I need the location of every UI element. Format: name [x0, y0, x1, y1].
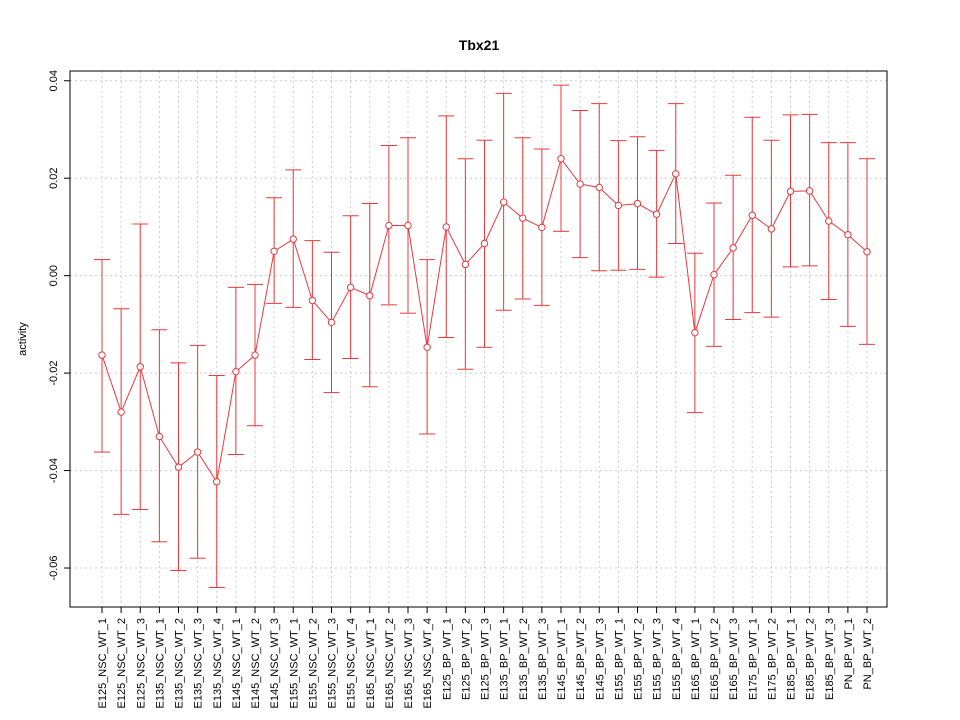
- x-axis: E125_NSC_WT_1 E125_NSC_WT_2 E125_NSC_WT_3 E…: [97, 606, 874, 709]
- data-point: [576, 180, 584, 188]
- x-tick-label: E155_BP_WT_2: [633, 618, 645, 700]
- x-tick-label: E145_BP_WT_3: [594, 618, 606, 700]
- data-point: [308, 296, 317, 305]
- x-tick-label: E125_NSC_WT_3: [135, 618, 147, 709]
- x-tick-label: E135_NSC_WT_1: [154, 618, 166, 709]
- x-tick-label: E165_BP_WT_2: [709, 618, 721, 700]
- y-tick-label: 0.02: [48, 167, 60, 188]
- x-tick-label: E155_BP_WT_4: [671, 618, 683, 700]
- data-point: [213, 478, 221, 486]
- data-point: [461, 260, 470, 269]
- data-points: [98, 155, 871, 486]
- x-tick-label: E185_BP_WT_2: [805, 618, 817, 700]
- x-tick-label: E135_NSC_WT_4: [212, 618, 224, 709]
- data-point: [672, 170, 680, 178]
- data-point: [289, 235, 297, 243]
- x-tick-label: E155_NSC_WT_3: [327, 618, 339, 709]
- x-tick-label: E135_BP_WT_2: [518, 618, 530, 700]
- x-tick-label: E155_NSC_WT_1: [288, 618, 300, 709]
- x-tick-label: E155_NSC_WT_4: [346, 618, 358, 709]
- y-tick-label: -0.02: [48, 361, 60, 386]
- grid: [70, 71, 887, 607]
- data-point: [786, 187, 795, 196]
- plot-frame: [69, 70, 888, 608]
- data-point: [652, 210, 661, 218]
- data-point: [767, 225, 776, 233]
- data-point: [557, 155, 565, 163]
- data-point: [193, 448, 202, 456]
- x-tick-label: E155_BP_WT_3: [652, 618, 664, 700]
- data-point: [404, 221, 412, 230]
- x-tick-label: E145_NSC_WT_3: [269, 618, 281, 709]
- x-tick-label: E165_BP_WT_3: [728, 618, 740, 700]
- data-point: [729, 244, 737, 252]
- y-axis: -0.06 -0.04 -0.02 0.00 0.02 0.04: [48, 70, 71, 581]
- x-tick-label: E165_NSC_WT_1: [365, 618, 377, 709]
- data-point: [595, 183, 603, 192]
- x-tick-label: PN_BP_WT_1: [843, 618, 855, 690]
- x-tick-label: E185_BP_WT_1: [786, 618, 798, 700]
- x-tick-label: E165_BP_WT_1: [690, 618, 702, 700]
- x-tick-label: E175_BP_WT_2: [766, 618, 778, 700]
- x-tick-label: E165_NSC_WT_3: [403, 618, 415, 709]
- data-point: [117, 408, 125, 416]
- data-point: [480, 239, 489, 248]
- data-point: [136, 363, 144, 371]
- data-point: [691, 328, 699, 337]
- x-tick-label: E175_BP_WT_1: [747, 618, 759, 700]
- x-tick-label: E135_NSC_WT_3: [193, 618, 205, 709]
- data-point: [519, 214, 527, 222]
- data-point: [614, 201, 623, 210]
- data-point: [633, 199, 642, 208]
- y-tick-label: 0.04: [48, 70, 60, 91]
- x-tick-label: E125_BP_WT_3: [480, 618, 492, 700]
- y-tick-label: 0.00: [48, 265, 60, 286]
- chart-title: Tbx21: [459, 37, 500, 53]
- y-tick-label: -0.06: [48, 555, 60, 580]
- data-point: [270, 247, 278, 255]
- data-point: [327, 318, 336, 327]
- data-point: [423, 343, 431, 351]
- x-tick-label: E135_BP_WT_3: [537, 618, 549, 700]
- x-tick-label: E125_BP_WT_1: [441, 618, 453, 700]
- x-tick-label: E155_BP_WT_1: [613, 618, 625, 700]
- data-point: [251, 351, 259, 359]
- x-tick-label: E125_NSC_WT_1: [97, 618, 109, 709]
- x-tick-label: E165_NSC_WT_4: [422, 618, 434, 709]
- y-tick-label: -0.04: [48, 458, 60, 483]
- data-point: [174, 463, 183, 471]
- x-tick-label: E145_BP_WT_1: [556, 618, 568, 700]
- data-point: [844, 231, 852, 239]
- x-tick-label: E135_BP_WT_1: [499, 618, 511, 700]
- data-point: [232, 367, 240, 376]
- x-tick-label: E125_BP_WT_2: [460, 618, 472, 700]
- data-point: [155, 432, 164, 441]
- x-tick-label: E165_NSC_WT_2: [384, 618, 396, 709]
- data-point: [98, 351, 106, 359]
- data-point: [385, 221, 393, 230]
- x-tick-label: PN_BP_WT_2: [862, 618, 874, 690]
- data-point: [710, 270, 718, 279]
- data-point: [442, 223, 450, 231]
- x-tick-label: E135_NSC_WT_2: [174, 618, 186, 709]
- x-tick-label: E145_NSC_WT_1: [231, 618, 243, 709]
- data-point: [863, 248, 871, 256]
- y-axis-label: activity: [17, 322, 29, 356]
- x-tick-label: E145_NSC_WT_2: [250, 618, 262, 709]
- data-point: [366, 291, 374, 300]
- x-tick-label: E145_BP_WT_2: [575, 618, 587, 700]
- data-point: [805, 187, 814, 195]
- x-tick-label: E155_NSC_WT_2: [307, 618, 319, 709]
- data-point: [748, 211, 756, 219]
- data-point: [538, 223, 546, 232]
- data-point: [499, 198, 508, 206]
- data-point: [346, 283, 355, 292]
- x-tick-label: E185_BP_WT_3: [824, 618, 836, 700]
- x-tick-label: E125_NSC_WT_2: [116, 618, 128, 709]
- data-point: [825, 217, 833, 225]
